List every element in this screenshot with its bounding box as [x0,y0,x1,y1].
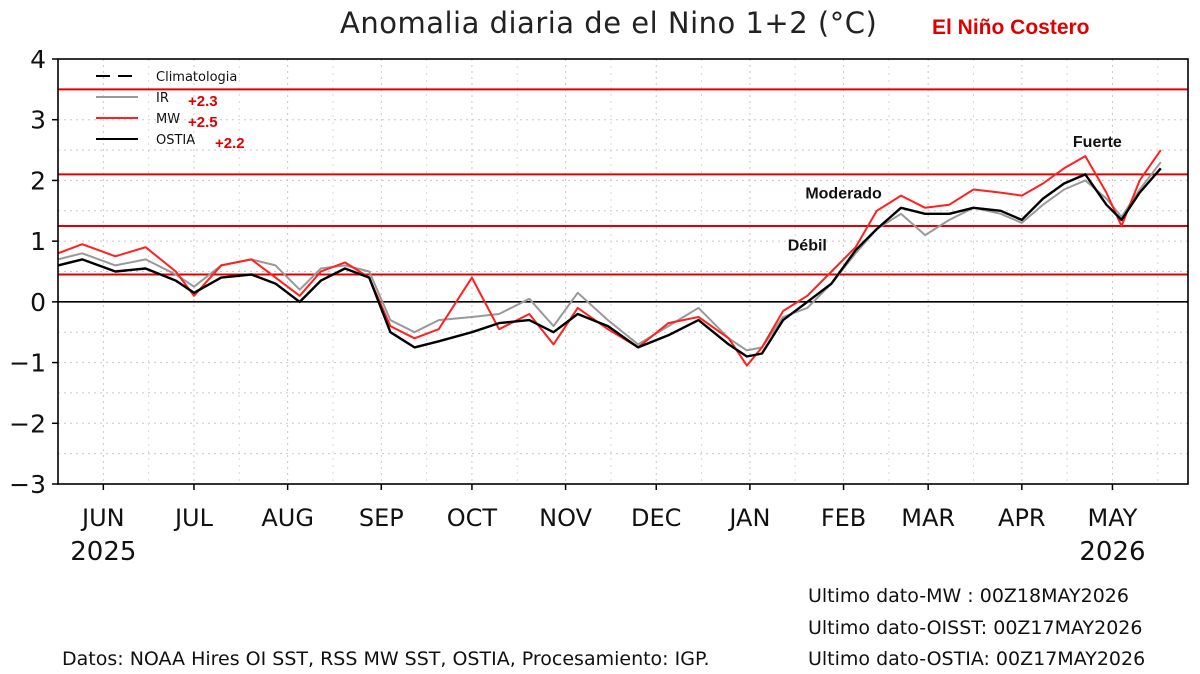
x-tick-label: OCT [447,504,498,532]
category-label: Moderado [805,186,882,203]
x-tick-label: JAN [727,504,770,532]
y-tick-label: 4 [30,45,46,74]
category-label: Débil [788,237,827,254]
year-label: 2025 [70,537,136,567]
legend-label-climatologia: Climatologia [156,70,237,85]
legend-value-ir: +2.3 [188,93,218,110]
x-tick-label: JUL [173,504,214,532]
x-tick-label: MAR [901,504,955,532]
series-line-ostia [57,167,1162,358]
el-nino-costero-label: El Niño Costero [932,16,1090,39]
legend-label-mw: MW [156,112,180,127]
plot-frame [57,58,1189,485]
x-tick-label: MAY [1088,504,1138,532]
y-tick-label: 3 [30,106,46,135]
last-data-ostia: Ultimo dato-OSTIA: 00Z17MAY2026 [808,648,1146,670]
y-tick-label: −2 [9,409,46,438]
y-tick-label: 0 [30,288,46,317]
y-tick-label: 2 [30,166,46,195]
legend-label-ostia: OSTIA [156,133,195,148]
x-tick-label: AUG [261,504,314,532]
y-tick-label: −1 [9,349,46,378]
last-data-mw: Ultimo dato-MW : 00Z18MAY2026 [808,585,1129,607]
x-tick-label: JUN [80,504,125,532]
x-tick-label: SEP [359,504,404,532]
chart-title: Anomalia diaria de el Nino 1+2 (°C) [340,6,878,40]
x-tick-label: NOV [539,504,592,532]
x-tick-label: FEB [821,504,866,532]
category-label: Fuerte [1073,134,1122,151]
legend-value-ostia: +2.2 [215,135,245,152]
data-sources-note: Datos: NOAA Hires OI SST, RSS MW SST, OS… [62,648,710,670]
x-tick-label: APR [998,504,1046,532]
y-tick-label: −3 [9,470,46,499]
y-tick-label: 1 [30,227,46,256]
last-data-oisst: Ultimo dato-OISST: 00Z17MAY2026 [808,617,1143,639]
series-line-mw [57,149,1162,367]
legend-value-mw: +2.5 [188,114,218,131]
series-line-ir [57,161,1162,352]
legend-label-ir: IR [156,91,169,106]
year-label: 2026 [1079,537,1145,567]
x-tick-label: DEC [631,504,681,532]
